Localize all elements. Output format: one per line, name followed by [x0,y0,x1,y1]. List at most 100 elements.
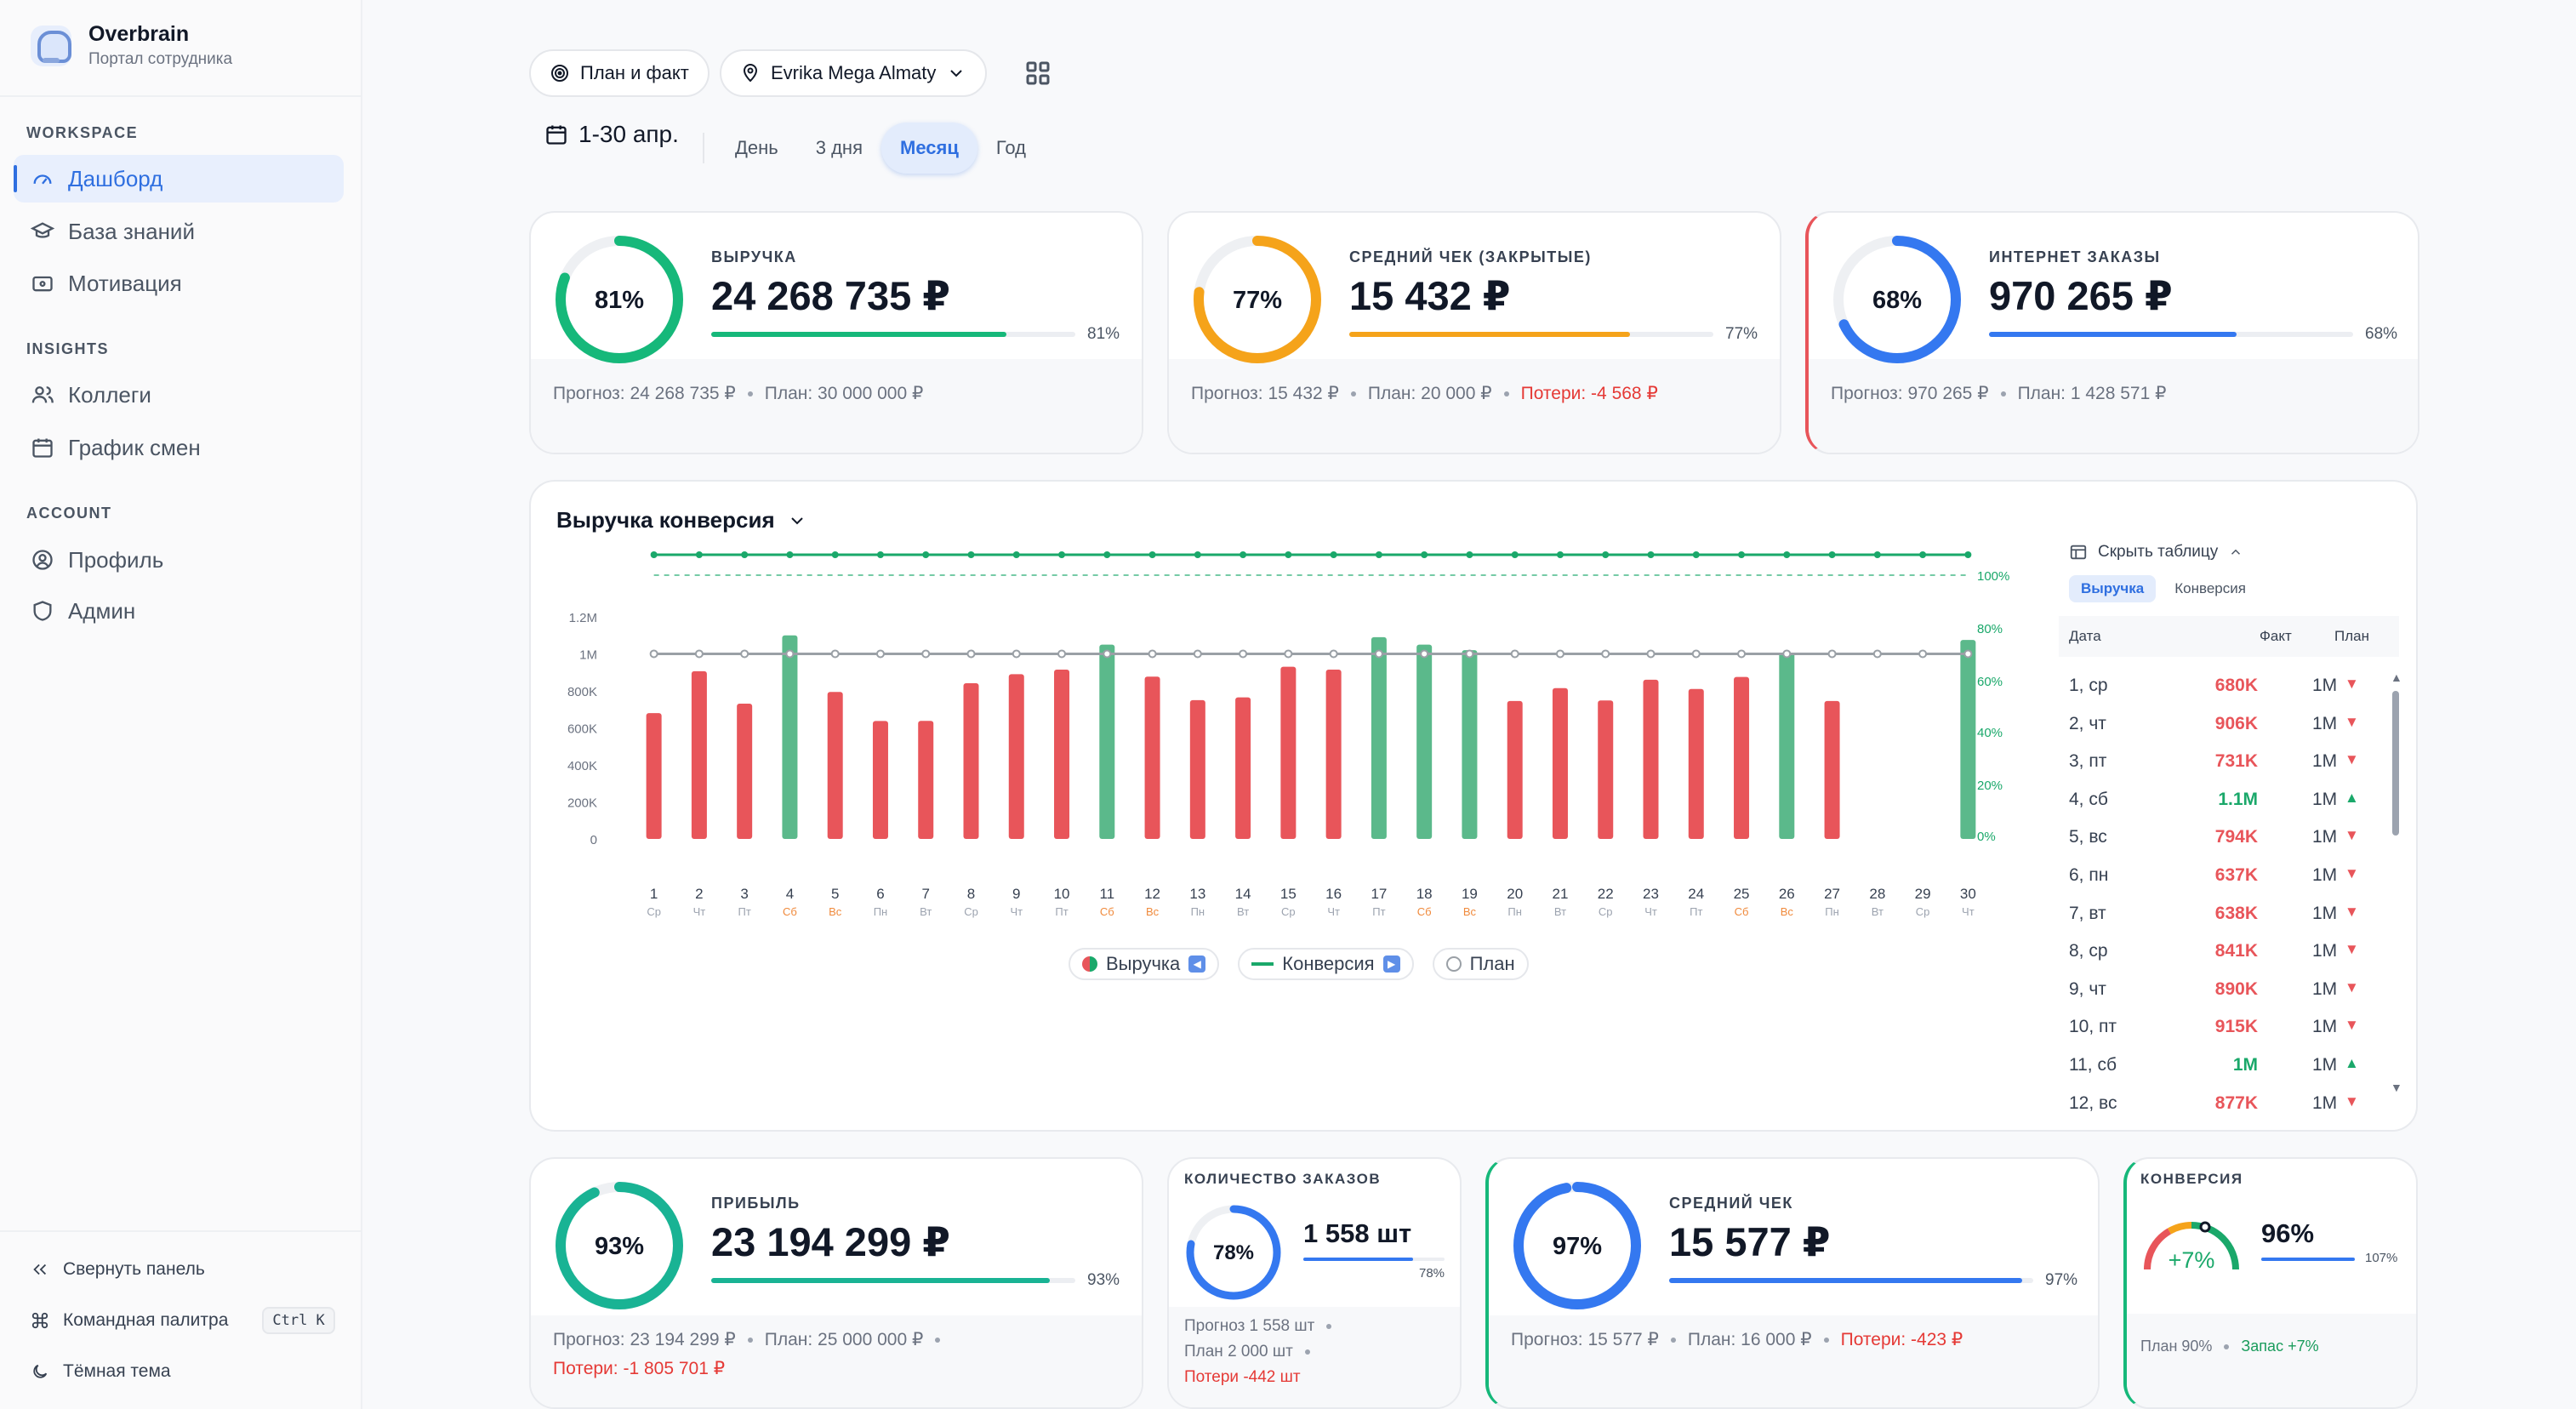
profit-card: 93% ПРИБЫЛЬ 23 194 299 ₽ 93% Прогноз: 23… [529,1157,1143,1409]
tab-3days[interactable]: 3 дня [815,137,863,158]
plan: План: 25 000 000 ₽ [764,1330,924,1349]
table-row[interactable]: 12, вс 877K 1M ▼ [2059,1085,2382,1121]
revenue-bar [1824,700,1840,839]
conversion-point [1738,551,1746,558]
legend-plan[interactable]: План [1432,948,1529,980]
graduation-cap-icon [31,222,54,238]
table-row[interactable]: 8, ср 841K 1M ▼ [2059,933,2382,969]
tab-revenue[interactable]: Выручка [2069,575,2157,602]
tab-year[interactable]: Год [995,137,1026,158]
period-picker[interactable]: 1-30 апр. [544,121,679,148]
scroll-down-icon[interactable]: ▼ [2391,1081,2402,1094]
kpi-value: 23 194 299 ₽ [711,1219,950,1264]
revenue-bar [1507,700,1523,839]
sidebar-item-motivation[interactable]: Мотивация [14,260,344,307]
row-fact: 906K [2214,713,2258,733]
hide-table-toggle[interactable]: Скрыть таблицу [2069,543,2243,562]
revenue-bar [1734,676,1750,839]
row-plan: 1M [2312,676,2338,695]
kpi-label: ИНТЕРНЕТ ЗАКАЗЫ [1989,248,2161,265]
sidebar-item-colleagues[interactable]: Коллеги [14,371,344,419]
y-tick-label: 0 [590,833,597,847]
arrow-down-icon: ▼ [2345,676,2359,692]
loss: Потери: -423 ₽ [1840,1330,1963,1349]
col-plan: План [2334,628,2369,644]
scrollbar-thumb[interactable] [2392,691,2399,836]
y2-tick-label: 60% [1977,675,2003,689]
progress-ring: 81% [556,236,683,363]
x-weekday-label: Ср [1281,905,1296,918]
tab-conversion[interactable]: Конверсия [2174,580,2246,596]
plan-point [649,649,658,659]
revenue-bar [737,703,753,839]
revenue-bar [872,721,888,839]
card-footer [2127,1314,2416,1407]
revenue-dot-icon [1082,956,1097,972]
conversion-point [786,551,794,558]
scroll-up-icon[interactable]: ▲ [2391,670,2402,684]
table-row[interactable]: 7, вт 638K 1M ▼ [2059,895,2382,932]
forecast: Прогноз: 23 194 299 ₽ [553,1330,736,1349]
plan-point [921,649,931,659]
tab-day[interactable]: День [735,137,778,158]
line-swatch-icon [1251,962,1274,966]
plan-point [966,649,976,659]
plan-point [1012,649,1021,659]
x-tick-label: 26 [1779,886,1795,902]
table-row[interactable]: 11, сб 1M 1M ▲ [2059,1047,2382,1083]
legend-conversion[interactable]: Конверсия ▶ [1238,948,1414,980]
row-plan: 1M [2312,903,2338,923]
sidebar-item-admin[interactable]: Админ [14,587,344,635]
target-icon [551,65,568,82]
sidebar-item-label: База знаний [68,218,195,244]
x-tick-label: 6 [876,886,884,902]
progress-bar [1349,332,1713,337]
conversion-point [1058,551,1066,558]
x-tick-label: 9 [1012,886,1020,902]
x-weekday-label: Пт [1372,905,1385,918]
x-weekday-label: Ср [647,905,661,918]
x-weekday-label: Пн [1507,905,1522,918]
table-row[interactable]: 5, вс 794K 1M ▼ [2059,819,2382,855]
y-tick-label: 800K [567,685,597,699]
table-row[interactable]: 9, чт 890K 1M ▼ [2059,971,2382,1007]
sidebar-item-schedule[interactable]: График смен [14,424,344,471]
layout-grid-icon[interactable] [1021,58,1055,88]
table-row[interactable]: 1, ср 680K 1M ▼ [2059,667,2382,704]
legend-label: План [1469,953,1515,974]
legend-revenue[interactable]: Выручка ◀ [1069,948,1220,980]
dark-theme-toggle[interactable]: Тёмная тема [31,1361,171,1382]
table-tabs: Выручка Конверсия [2069,575,2258,602]
x-tick-label: 24 [1688,886,1704,902]
plan-point [1872,649,1882,659]
collapse-panel-button[interactable]: Свернуть панель [31,1259,205,1280]
revenue-bar [1054,669,1070,839]
row-plan: 1M [2312,1092,2338,1113]
user-circle-icon [32,550,53,570]
table-row[interactable]: 3, пт 731K 1M ▼ [2059,743,2382,779]
x-weekday-label: Пт [738,905,751,918]
table-row[interactable]: 6, пн 637K 1M ▼ [2059,857,2382,893]
command-palette-button[interactable]: Командная палитра Ctrl K [31,1307,335,1334]
row-plan: 1M [2312,1017,2338,1037]
sidebar: Overbrain Портал сотрудника WORKSPACE Да… [0,0,362,1409]
x-tick-label: 3 [740,886,748,902]
plan-point [1103,649,1112,659]
loss: Потери -442 шт [1184,1368,1301,1386]
progress-bar [711,332,1075,337]
table-scrollbar[interactable]: ▲ ▼ [2389,670,2402,1096]
brand[interactable]: Overbrain Портал сотрудника [31,22,232,69]
sidebar-item-knowledge[interactable]: База знаний [14,208,344,255]
table-row[interactable]: 4, сб 1.1M 1M ▲ [2059,781,2382,818]
chart-title-dropdown[interactable]: Выручка конверсия [556,507,807,533]
mode-selector[interactable]: План и факт [529,49,710,97]
store-selector[interactable]: Evrika Mega Almaty [720,49,988,97]
table-row[interactable]: 2, чт 906K 1M ▼ [2059,705,2382,742]
chevron-down-icon [790,516,803,524]
table-row[interactable]: 10, пт 915K 1M ▼ [2059,1008,2382,1045]
sidebar-item-dashboard[interactable]: Дашборд [14,155,344,203]
card-footer [531,1315,1142,1407]
progress-pct: 93% [1087,1271,1120,1289]
sidebar-item-profile[interactable]: Профиль [14,536,344,584]
tab-month[interactable]: Месяц [881,123,977,174]
